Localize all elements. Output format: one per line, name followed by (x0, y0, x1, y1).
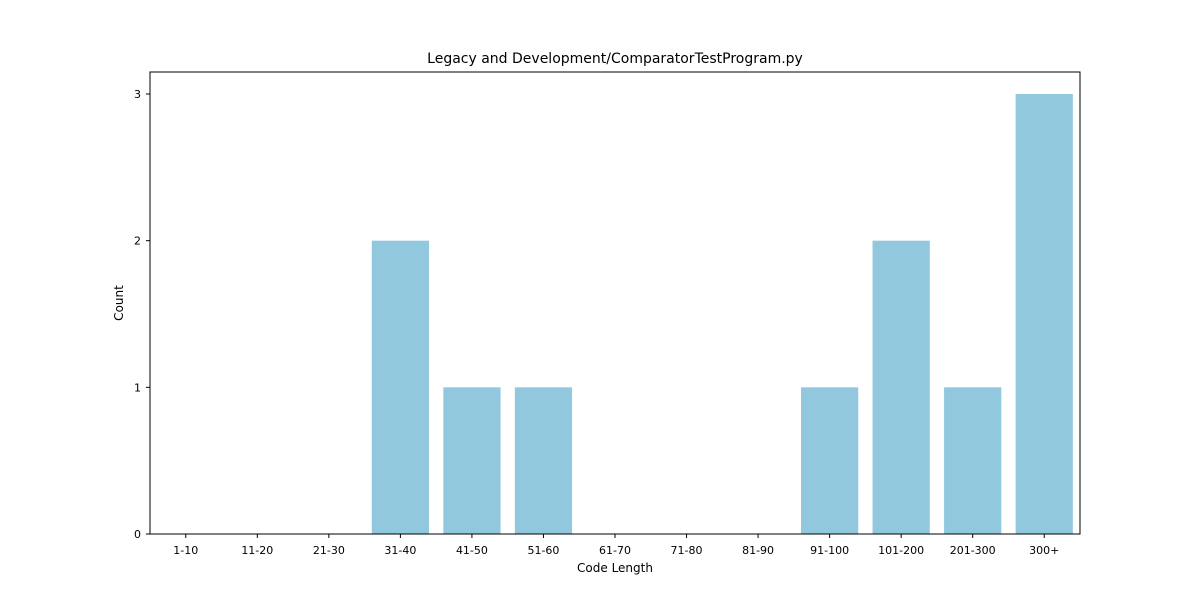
x-tick-label: 11-20 (241, 544, 273, 557)
bar-41-50 (443, 387, 501, 534)
x-tick-label: 61-70 (599, 544, 631, 557)
bar-31-40 (371, 240, 429, 534)
x-tick-label: 91-100 (810, 544, 849, 557)
bar-91-100 (801, 387, 859, 534)
x-tick-label: 31-40 (384, 544, 416, 557)
x-tick-label: 71-80 (671, 544, 703, 557)
y-tick-label: 0 (134, 528, 141, 541)
y-axis-label: Count (112, 285, 126, 321)
x-tick-label: 81-90 (742, 544, 774, 557)
x-tick-label: 300+ (1029, 544, 1059, 557)
x-tick-label: 101-200 (878, 544, 924, 557)
bar-101-200 (872, 240, 930, 534)
y-tick-label: 2 (134, 235, 141, 248)
x-tick-label: 51-60 (527, 544, 559, 557)
bar-51-60 (514, 387, 573, 534)
chart-title: Legacy and Development/ComparatorTestPro… (427, 51, 803, 67)
bar-300+ (1015, 94, 1073, 534)
y-axis-ticks: 0 1 2 3 (134, 88, 150, 541)
y-tick-label: 1 (134, 381, 141, 394)
x-axis-label: Code Length (577, 561, 653, 575)
x-axis-ticks: 1-10 11-20 21-30 31-40 41-50 51-60 61-70 71-80 8… (173, 534, 1059, 557)
x-tick-label: 201-300 (950, 544, 996, 557)
x-tick-label: 41-50 (456, 544, 488, 557)
y-tick-label: 3 (134, 88, 141, 101)
x-tick-label: 1-10 (173, 544, 198, 557)
plot-area-frame (149, 71, 1081, 535)
x-tick-label: 21-30 (313, 544, 345, 557)
bars-group (371, 94, 1073, 534)
bar-201-300 (944, 387, 1002, 534)
